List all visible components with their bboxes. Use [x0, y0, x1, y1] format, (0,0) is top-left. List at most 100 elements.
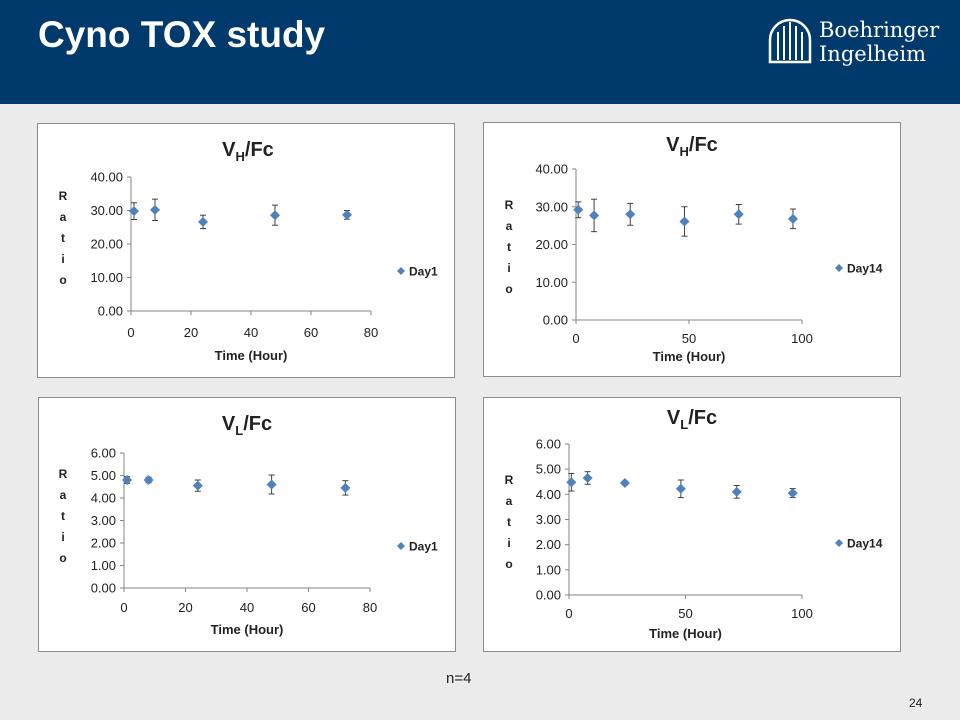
- data-point: [122, 475, 133, 485]
- chart-title-subscript: H: [236, 149, 245, 164]
- y-axis-label-letter: a: [506, 494, 513, 508]
- sample-size-note: n=4: [446, 670, 472, 687]
- y-tick-label: 40.00: [535, 162, 568, 177]
- x-tick-label: 50: [682, 331, 696, 346]
- legend-marker: [397, 542, 405, 550]
- y-tick-label: 6.00: [91, 446, 116, 461]
- y-axis-label-letter: o: [505, 557, 512, 571]
- x-tick-label: 40: [244, 325, 258, 340]
- chart-vl-day14: VL/Fc 0.00 1.00 2.00 3.00 4.00 5.00 6.00 0 50 100 T…: [505, 407, 883, 641]
- y-axis-label-letter: o: [59, 273, 66, 287]
- x-axis-label: Time (Hour): [649, 626, 722, 641]
- chart-title-main: V: [222, 413, 236, 435]
- y-tick-label: 40.00: [90, 170, 123, 185]
- chart-title-rest: /Fc: [245, 139, 274, 161]
- chart-title-main: V: [667, 407, 681, 429]
- data-point: [270, 210, 280, 221]
- y-tick-label: 2.00: [91, 536, 116, 551]
- data-point: [619, 478, 630, 489]
- data-point: [675, 483, 686, 494]
- y-axis-label-letter: R: [59, 467, 68, 481]
- y-axis-label-letter: a: [506, 219, 513, 233]
- y-tick-label: 3.00: [91, 513, 116, 528]
- x-tick-label: 100: [791, 331, 813, 346]
- data-point: [143, 475, 154, 485]
- x-tick-label: 0: [120, 600, 127, 615]
- chart-title-rest: /Fc: [688, 407, 717, 429]
- x-tick-label: 100: [791, 606, 813, 621]
- x-tick-label: 20: [184, 325, 198, 340]
- chart-title-rest: /Fc: [243, 413, 272, 435]
- y-tick-label: 4.00: [536, 487, 561, 502]
- y-tick-label: 0.00: [91, 581, 116, 596]
- legend-marker: [835, 539, 843, 547]
- data-point: [731, 486, 742, 497]
- data-point: [733, 209, 744, 220]
- data-point: [679, 216, 690, 227]
- company-logo: Boehringer Ingelheim: [766, 16, 946, 72]
- y-axis-label-letter: t: [61, 509, 65, 523]
- chart-title: VL/Fc: [222, 413, 272, 438]
- y-tick-label: 0.00: [536, 588, 561, 603]
- logo-mark-icon: [768, 18, 812, 64]
- x-tick-label: 20: [178, 600, 192, 615]
- y-tick-label: 1.00: [91, 558, 116, 573]
- y-tick-label: 20.00: [535, 237, 568, 252]
- y-tick-label: 30.00: [90, 203, 123, 218]
- legend-label: Day1: [409, 540, 438, 554]
- chart-title-main: V: [666, 134, 680, 156]
- y-tick-label: 4.00: [91, 491, 116, 506]
- slide-title: Cyno TOX study: [38, 14, 326, 55]
- data-point: [198, 216, 208, 227]
- x-tick-label: 80: [363, 600, 377, 615]
- x-tick-label: 0: [565, 606, 572, 621]
- legend-label: Day14: [847, 262, 883, 276]
- legend-label: Day14: [847, 537, 883, 551]
- x-tick-label: 80: [364, 325, 378, 340]
- logo-line-1: Boehringer: [819, 18, 940, 42]
- y-axis-label-letter: R: [505, 473, 514, 487]
- legend-label: Day1: [409, 265, 438, 279]
- y-axis-label-letter: o: [59, 551, 66, 565]
- data-point: [192, 480, 203, 491]
- y-tick-label: 2.00: [536, 537, 561, 552]
- page-number: 24: [909, 696, 923, 710]
- chart-vl-day1: VL/Fc 0.00 1.00 2.00 3.00 4.00 5.00 6.00 0 20 40 60…: [59, 413, 438, 637]
- data-point: [582, 472, 593, 483]
- y-axis-label-letter: t: [507, 515, 511, 529]
- chart-panel-vl-day1: VL/Fc 0.00 1.00 2.00 3.00 4.00 5.00 6.00 0 20 40 60…: [38, 397, 456, 652]
- data-point: [625, 209, 636, 220]
- x-axis-label: Time (Hour): [211, 622, 284, 637]
- data-point: [342, 209, 352, 220]
- y-tick-label: 10.00: [90, 270, 123, 285]
- y-tick-label: 0.00: [98, 304, 123, 319]
- chart-title-subscript: L: [235, 423, 243, 438]
- chart-panel-vh-day14: VH/Fc 0.00 10.00 20.00 30.00 40.00 0 50 100 Time …: [483, 122, 901, 377]
- logo-line-2: Ingelheim: [819, 42, 926, 66]
- chart-vh-day1: VH/Fc 0.00 10.00 20.00 30.00 40.00 0 20 40 60 80 Ti…: [59, 139, 438, 363]
- y-axis-label-letter: t: [507, 240, 511, 254]
- legend-marker: [397, 267, 405, 275]
- y-axis-label-letter: i: [507, 261, 510, 275]
- chart-panel-vh-day1: VH/Fc 0.00 10.00 20.00 30.00 40.00 0 20 40 60 80 Ti…: [37, 123, 455, 378]
- y-axis-label-letter: a: [60, 488, 67, 502]
- chart-panel-vl-day14: VL/Fc 0.00 1.00 2.00 3.00 4.00 5.00 6.00 0 50 100 T…: [483, 397, 901, 652]
- chart-title-main: V: [222, 139, 236, 161]
- data-point: [787, 213, 798, 224]
- x-tick-label: 50: [678, 606, 692, 621]
- data-point: [573, 204, 584, 215]
- y-axis-label-letter: a: [60, 210, 67, 224]
- y-tick-label: 3.00: [536, 512, 561, 527]
- x-tick-label: 0: [572, 331, 579, 346]
- y-tick-label: 5.00: [91, 468, 116, 483]
- chart-title-rest: /Fc: [689, 134, 718, 156]
- data-point: [150, 204, 160, 215]
- y-axis-label-letter: i: [61, 252, 64, 266]
- data-point: [566, 477, 577, 488]
- chart-title: VH/Fc: [666, 134, 718, 159]
- y-tick-label: 10.00: [535, 275, 568, 290]
- x-tick-label: 60: [301, 600, 315, 615]
- data-point: [787, 488, 798, 499]
